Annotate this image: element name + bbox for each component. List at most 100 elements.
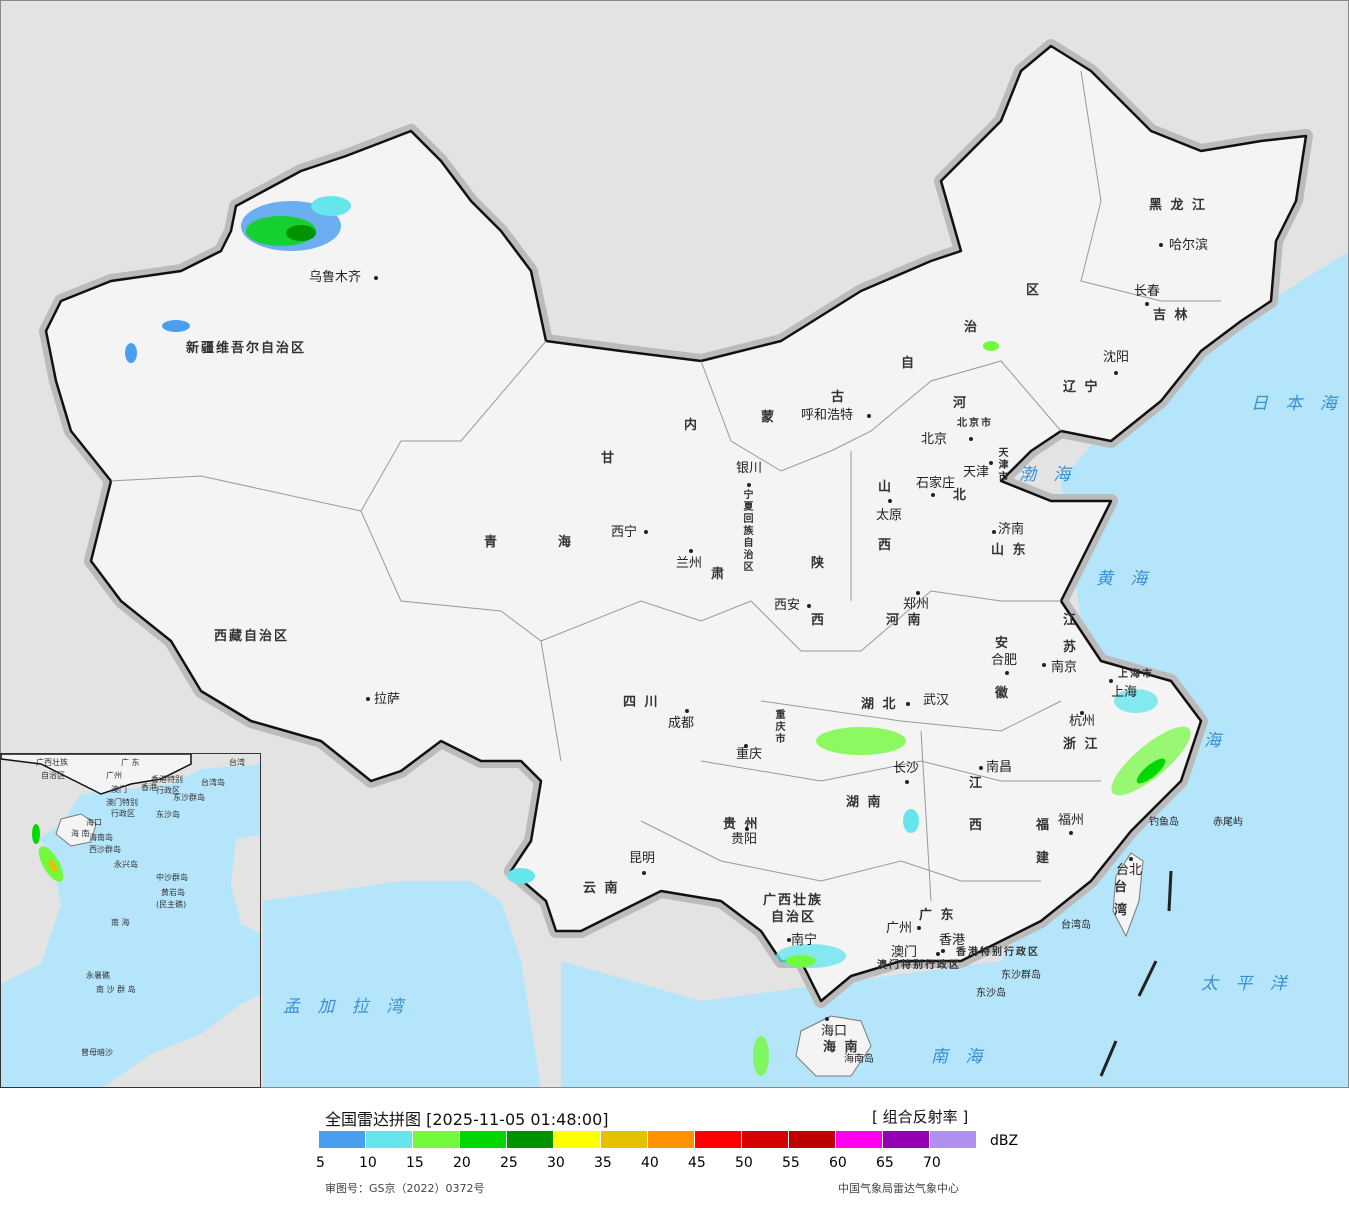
city-label: 广州 <box>886 921 913 936</box>
map-graphic <box>39 39 1348 1087</box>
inset-label: 南 海 <box>111 918 130 927</box>
province-label: 山 <box>878 480 894 495</box>
city-label: 石家庄 <box>916 476 956 491</box>
radar-echoes <box>125 196 1191 1076</box>
province-label: 重庆市 <box>773 709 784 745</box>
province-label: 自治区 <box>771 910 817 925</box>
inset-label: 曾母暗沙 <box>81 1048 113 1057</box>
tick-label: 65 <box>876 1155 894 1171</box>
city-label: 南宁 <box>791 933 818 948</box>
city-marker-icon <box>916 591 920 595</box>
province-label: 辽 宁 <box>1063 380 1100 395</box>
city-label: 杭州 <box>1069 714 1096 729</box>
province-label: 江 <box>969 776 985 791</box>
province-label: 甘 <box>601 451 617 466</box>
inset-label: 广西壮族 <box>36 758 68 767</box>
province-label: 苏 <box>1063 640 1079 655</box>
tick-label: 20 <box>453 1155 471 1171</box>
province-label: 新疆维吾尔自治区 <box>186 341 307 356</box>
city-marker-icon <box>745 827 749 831</box>
city-label: 贵阳 <box>731 832 758 847</box>
sea-label: 海 <box>1204 731 1227 751</box>
city-label: 沈阳 <box>1103 350 1130 365</box>
province-label: 广西壮族 <box>763 893 824 908</box>
city-marker-icon <box>644 530 648 534</box>
city-marker-icon <box>1129 857 1133 861</box>
sea-label: 孟 加 拉 湾 <box>283 997 410 1017</box>
province-label: 天津市 <box>996 447 1007 483</box>
province-label: 北京市 <box>957 418 993 429</box>
hainan-island <box>795 1015 872 1077</box>
city-marker-icon <box>807 604 811 608</box>
city-label: 兰州 <box>676 556 703 571</box>
city-label: 银川 <box>736 461 763 476</box>
city-marker-icon <box>917 926 921 930</box>
city-label: 成都 <box>668 716 695 731</box>
city-label: 西安 <box>774 598 801 613</box>
city-marker-icon <box>979 766 983 770</box>
tick-label: 5 <box>316 1155 325 1171</box>
color-swatch <box>648 1131 694 1148</box>
city-label: 拉萨 <box>374 692 401 707</box>
inset-label: 广州 <box>106 771 122 780</box>
tick-label: 15 <box>406 1155 424 1171</box>
city-marker-icon <box>992 530 996 534</box>
sea-label: 黄 海 <box>1096 569 1154 589</box>
tick-label: 30 <box>547 1155 565 1171</box>
inset-label: 东沙群岛 <box>173 793 205 802</box>
city-marker-icon <box>689 549 693 553</box>
province-label: 湖 南 <box>846 795 883 810</box>
province-label: 浙 江 <box>1063 737 1100 752</box>
province-label: 肃 <box>711 567 727 582</box>
inset-label: 中沙群岛 <box>156 873 188 882</box>
city-label: 南京 <box>1051 660 1078 675</box>
city-marker-icon <box>941 949 945 953</box>
color-swatch <box>319 1131 365 1148</box>
province-label: 蒙 <box>761 410 777 425</box>
city-label: 长沙 <box>893 761 920 776</box>
city-label: 合肥 <box>991 653 1018 668</box>
city-label: 海口 <box>821 1024 848 1039</box>
province-label: 云 南 <box>583 881 620 896</box>
inset-label: (民主礁) <box>156 900 187 909</box>
island-label: 钓鱼岛 <box>1149 817 1179 828</box>
island-label: 海南岛 <box>844 1054 874 1065</box>
south-china-sea-inset: 广西壮族 自治区广 东广州 澳门 香港 香港特别 行政区 澳门特别 行政区 台湾 台湾岛 东沙群岛东… <box>0 753 261 1088</box>
province-label: 吉 林 <box>1153 308 1190 323</box>
city-marker-icon <box>936 952 940 956</box>
province-label: 湖 北 <box>861 697 898 712</box>
inset-label: 永暑礁 <box>86 971 110 980</box>
tick-label: 10 <box>359 1155 377 1171</box>
province-label: 治 <box>964 320 980 335</box>
province-label: 建 <box>1036 851 1052 866</box>
city-label: 天津 <box>963 465 990 480</box>
city-label: 武汉 <box>923 693 950 708</box>
province-label: 宁夏回族自治区 <box>741 489 752 573</box>
province-label: 区 <box>1026 283 1042 298</box>
city-label: 长春 <box>1134 284 1161 299</box>
color-swatch <box>366 1131 412 1148</box>
city-label: 香港 <box>939 933 966 948</box>
province-label: 上海市 <box>1118 669 1154 680</box>
inset-label: 海南岛 <box>89 833 113 842</box>
province-label: 台 <box>1114 880 1130 895</box>
inset-label: 广 东 <box>121 758 140 767</box>
province-label: 黑 龙 江 <box>1149 198 1208 213</box>
city-marker-icon <box>1080 711 1084 715</box>
province-label: 西 <box>878 538 894 553</box>
tick-label: 60 <box>829 1155 847 1171</box>
city-label: 西宁 <box>611 525 638 540</box>
city-label: 南昌 <box>986 760 1013 775</box>
sea-area <box>561 252 1348 1087</box>
legend <box>0 1088 1349 1208</box>
city-marker-icon <box>1145 302 1149 306</box>
province-label: 古 <box>831 390 847 405</box>
bay-of-bengal <box>263 881 541 1087</box>
province-label: 徽 <box>995 686 1011 701</box>
inset-label: 澳门特别 <box>106 798 138 807</box>
inset-label: 永兴岛 <box>114 860 138 869</box>
city-label: 太原 <box>876 508 903 523</box>
city-marker-icon <box>1109 679 1113 683</box>
city-marker-icon <box>1159 243 1163 247</box>
tick-label: 35 <box>594 1155 612 1171</box>
